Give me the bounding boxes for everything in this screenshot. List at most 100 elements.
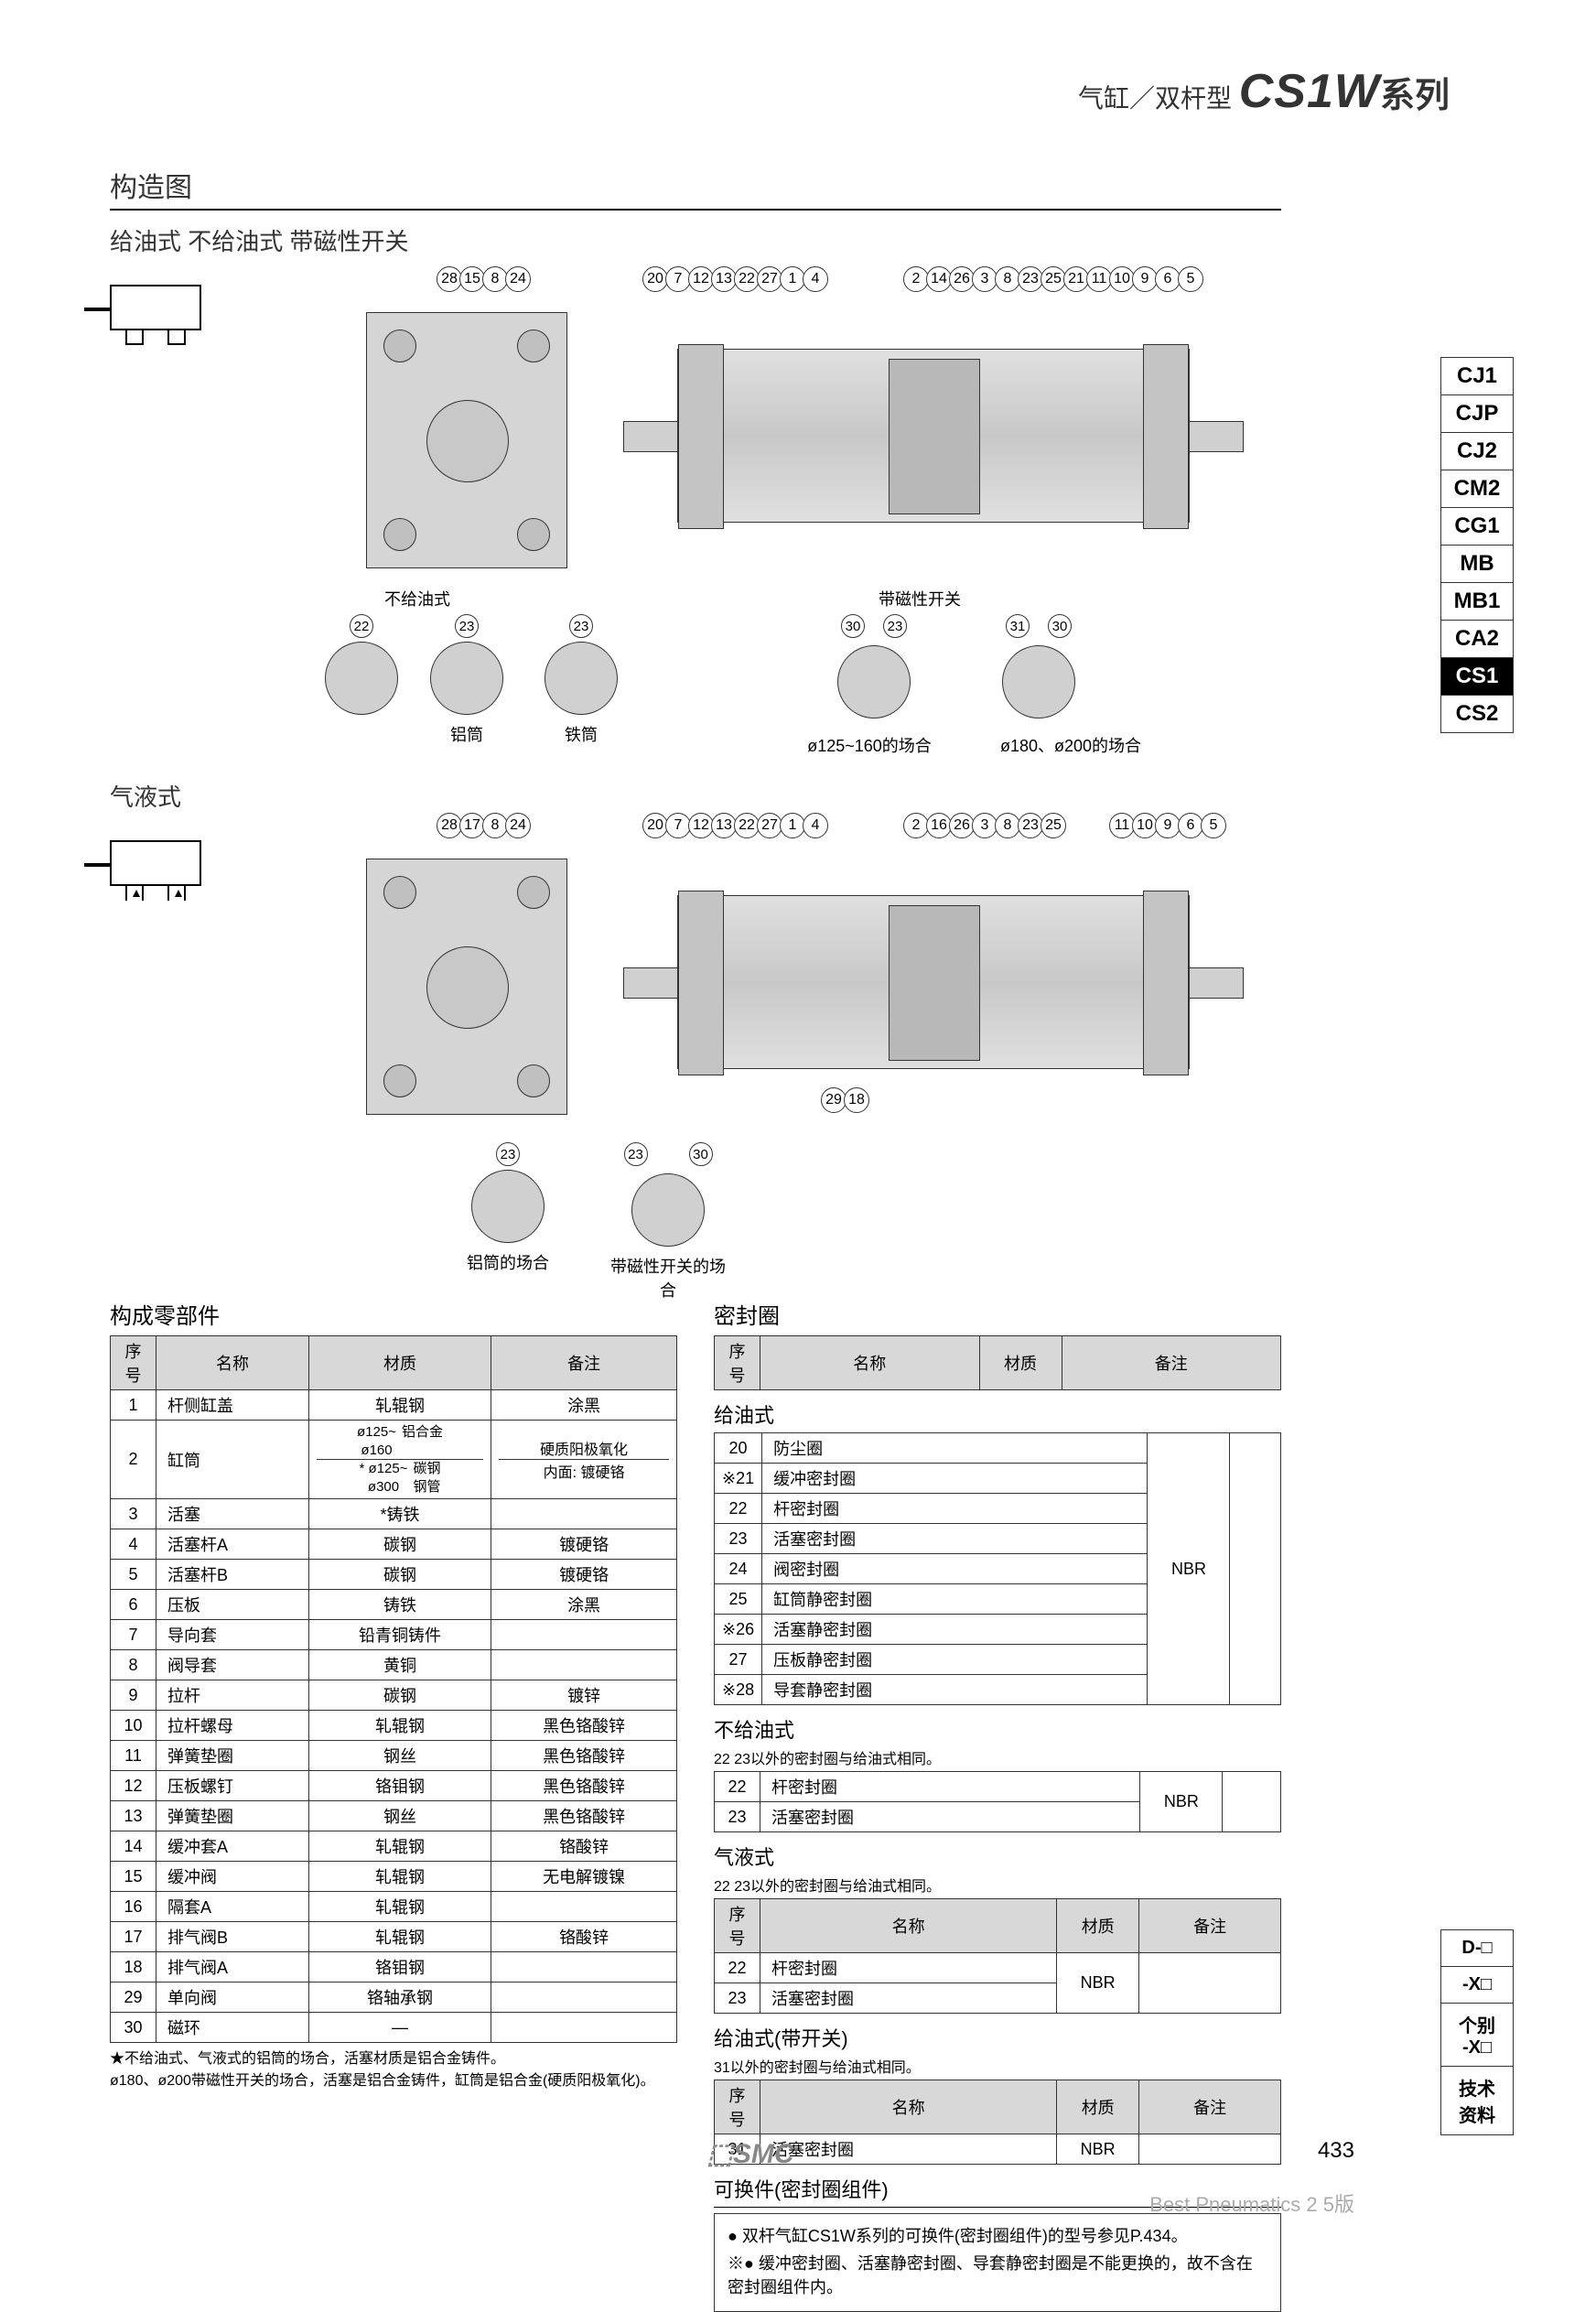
nav-item-cj2[interactable]: CJ2	[1440, 432, 1514, 470]
callout: 8	[995, 266, 1020, 292]
callout: 7	[665, 813, 691, 838]
cell: 排气阀A	[156, 1952, 309, 1982]
brand-logo: ⬚SMC	[706, 2139, 793, 2169]
callout: 8	[482, 813, 508, 838]
nav-item-cs2[interactable]: CS2	[1440, 695, 1514, 733]
pneumatic-symbol	[110, 285, 201, 330]
cell: 导套静密封圈	[762, 1675, 1148, 1705]
replaceable-box: ● 双杆气缸CS1W系列的可换件(密封圈组件)的型号参见P.434。 ※● 缓冲…	[714, 2213, 1281, 2312]
cell: 钢丝	[308, 1741, 491, 1771]
cell: 黑色铬酸锌	[491, 1771, 677, 1801]
callout: 2	[903, 266, 929, 292]
cell: 杆密封圈	[760, 1772, 1140, 1802]
cell	[491, 2013, 677, 2043]
variant-hydraulic: 气液式	[110, 779, 1514, 813]
cell: 3	[111, 1499, 156, 1529]
caption: 铝筒的场合	[467, 1250, 549, 1274]
nav-item-cj1[interactable]: CJ1	[1440, 357, 1514, 394]
callout: 3	[972, 813, 998, 838]
callout: 26	[949, 813, 975, 838]
nav-item-cjp[interactable]: CJP	[1440, 394, 1514, 432]
th: 备注	[1139, 2080, 1281, 2134]
cell-material: NBR	[1140, 1772, 1223, 1832]
th: 备注	[1139, 1899, 1281, 1953]
cell: 轧辊钢	[308, 1390, 491, 1421]
cell: 黑色铬酸锌	[491, 1741, 677, 1771]
nav-item-cg1[interactable]: CG1	[1440, 507, 1514, 545]
th-name: 名称	[156, 1336, 309, 1390]
cell: 缓冲密封圈	[762, 1464, 1148, 1494]
series-nav-bottom: D-□-X□个别-X□技术资料	[1440, 1929, 1514, 2135]
callout: 22	[350, 614, 373, 638]
cell: 17	[111, 1922, 156, 1952]
cell: 铬钼钢	[308, 1952, 491, 1982]
hydraulic-title: 气液式	[714, 1842, 1281, 1871]
th: 序号	[715, 1899, 760, 1953]
nav-item-cs1[interactable]: CS1	[1440, 657, 1514, 695]
cell: 23	[715, 1524, 762, 1554]
series-name: CS1W	[1239, 65, 1380, 118]
cell: 压板螺钉	[156, 1771, 309, 1801]
nav2-item[interactable]: -X□	[1440, 1966, 1514, 2003]
detail-23c: 23 铝筒的场合	[467, 1142, 549, 1252]
nav-item-ca2[interactable]: CA2	[1440, 620, 1514, 657]
cell: 5	[111, 1560, 156, 1590]
cell: 30	[111, 2013, 156, 2043]
th: 材质	[1057, 1899, 1139, 1953]
end-view-diagram	[366, 312, 567, 568]
caption-nonlube: 不给油式	[384, 587, 450, 610]
cell: —	[308, 2013, 491, 2043]
section-title: 构造图	[110, 165, 1281, 211]
cell: 8	[111, 1650, 156, 1680]
cell: 活塞密封圈	[762, 1524, 1148, 1554]
nav-item-mb[interactable]: MB	[1440, 545, 1514, 582]
callout-group-a: 28 15 8 24	[439, 266, 531, 292]
callout: 30	[841, 614, 865, 638]
cell: 单向阀	[156, 1982, 309, 2013]
cell: 弹簧垫圈	[156, 1801, 309, 1831]
cell: 弹簧垫圈	[156, 1741, 309, 1771]
caption-180-200: ø180、ø200的场合	[970, 733, 1171, 757]
cell: 16	[111, 1892, 156, 1922]
cell: 20	[715, 1433, 762, 1464]
cell: 活塞杆B	[156, 1560, 309, 1590]
nav2-item[interactable]: D-□	[1440, 1929, 1514, 1966]
callout: 5	[1178, 266, 1203, 292]
seal-title: 密封圈	[714, 1298, 1281, 1330]
callout-group-hy-d: 11 10 9 6 5	[1112, 813, 1226, 838]
cell: 9	[111, 1680, 156, 1711]
nav-item-mb1[interactable]: MB1	[1440, 582, 1514, 620]
cell: 铬酸锌	[491, 1922, 677, 1952]
callout: 30	[1048, 614, 1072, 638]
callout: 27	[757, 266, 782, 292]
series-suffix: 系列	[1380, 77, 1450, 115]
callout: 7	[665, 266, 691, 292]
cell: 24	[715, 1554, 762, 1584]
caption: 铝筒	[426, 722, 508, 746]
callout: 23	[1018, 813, 1043, 838]
header-prefix: 气缸／双杆型	[1078, 84, 1232, 113]
parts-title: 构成零部件	[110, 1298, 677, 1330]
nav-item-cm2[interactable]: CM2	[1440, 470, 1514, 507]
cell: 黄铜	[308, 1650, 491, 1680]
nav2-item[interactable]: 个别-X□	[1440, 2003, 1514, 2066]
nav2-item[interactable]: 技术资料	[1440, 2066, 1514, 2135]
cell: 10	[111, 1711, 156, 1741]
callout: 18	[844, 1087, 869, 1113]
cell: ※21	[715, 1464, 762, 1494]
cell: 13	[111, 1801, 156, 1831]
lube-switch-title: 给油式(带开关)	[714, 2023, 1281, 2052]
callout-group-hy-a: 28 17 8 24	[439, 813, 531, 838]
detail-22: 22	[320, 614, 403, 724]
th: 序号	[715, 2080, 760, 2134]
page-header: 气缸／双杆型 CS1W系列	[1078, 64, 1450, 119]
cell: 杆侧缸盖	[156, 1390, 309, 1421]
cell: 23	[715, 1802, 760, 1832]
detail-23b: 23 铁筒	[540, 614, 622, 724]
callout: 29	[821, 1087, 847, 1113]
nonlube-table: 22杆密封圈NBR23活塞密封圈	[714, 1771, 1281, 1832]
cell: 黑色铬酸锌	[491, 1711, 677, 1741]
lube-switch-note: 31以外的密封圈与给油式相同。	[714, 2058, 1281, 2080]
cell	[1230, 1433, 1281, 1705]
section-view-diagram	[677, 349, 1190, 523]
